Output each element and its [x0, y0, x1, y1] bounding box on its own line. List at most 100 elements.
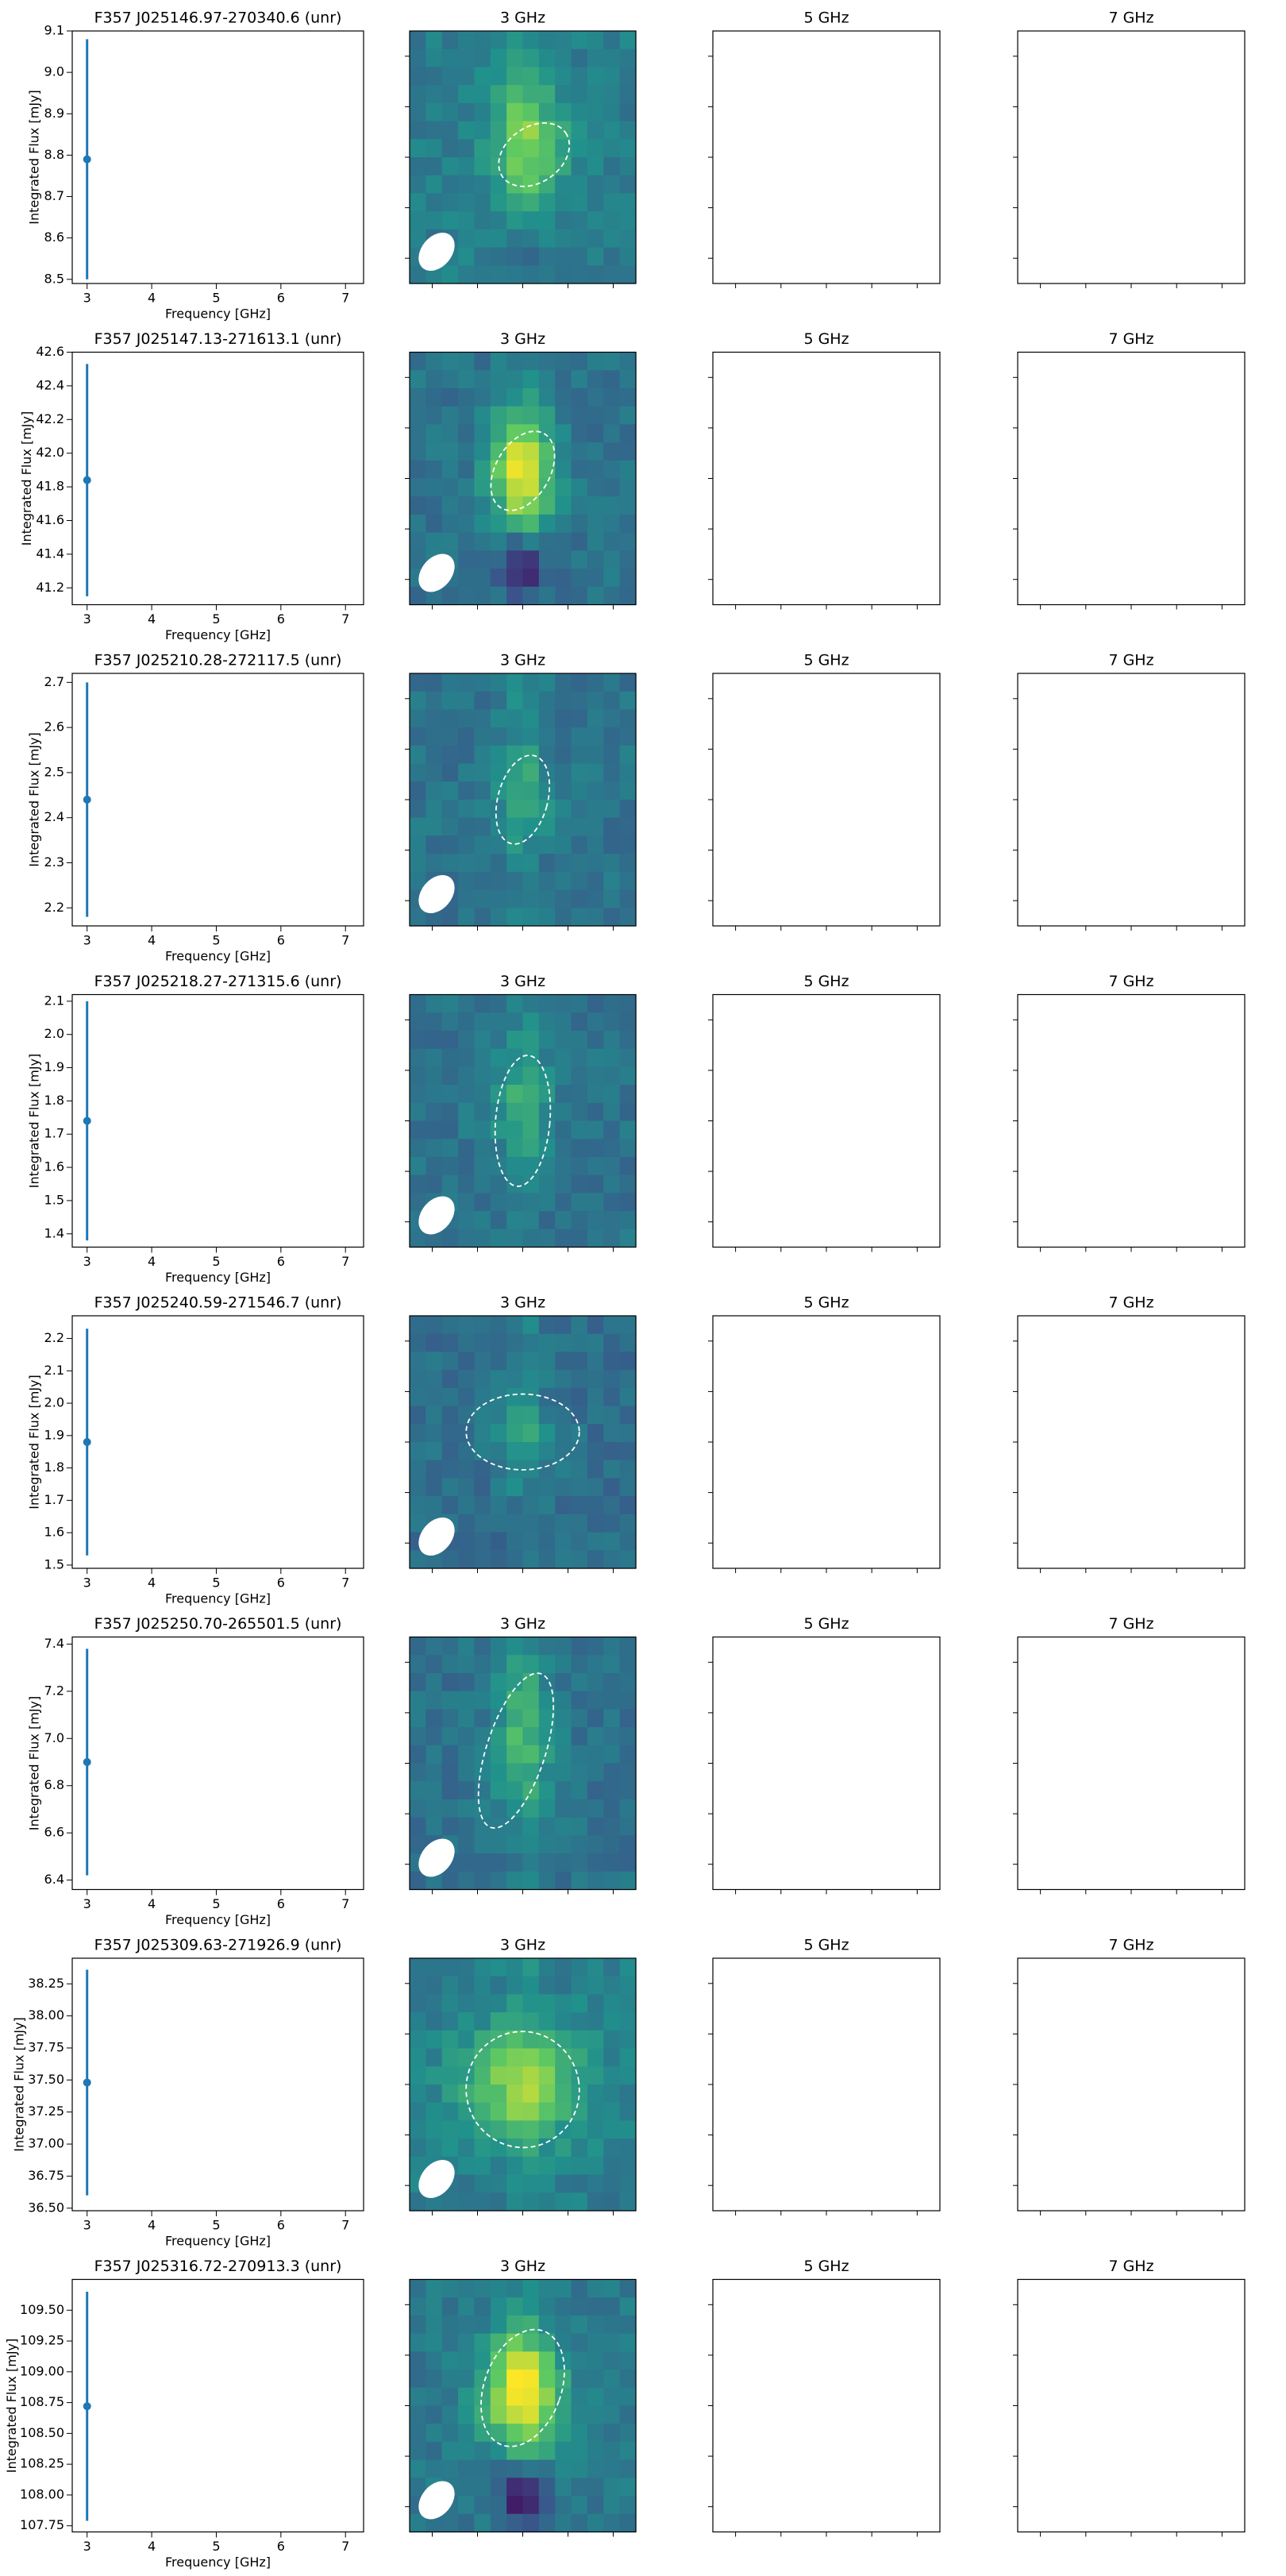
heatmap-cell	[587, 1156, 604, 1176]
heatmap-cell	[555, 1211, 572, 1230]
x-tick-label: 7	[341, 291, 349, 306]
heatmap-cell	[458, 31, 476, 50]
heatmap-cell	[425, 800, 443, 819]
heatmap-cell	[571, 2012, 588, 2031]
heatmap-cell	[538, 1139, 556, 1158]
heatmap-cell	[506, 48, 524, 68]
heatmap-cell	[490, 424, 507, 443]
heatmap-cell	[506, 2192, 524, 2212]
heatmap-cell	[441, 817, 459, 837]
heatmap-cell	[571, 1406, 588, 1425]
y-tick-label: 8.8	[44, 147, 64, 162]
heatmap-cell	[555, 745, 572, 765]
heatmap-cell	[619, 1156, 637, 1176]
heatmap-cell	[506, 1048, 524, 1067]
heatmap-cell	[506, 2012, 524, 2031]
heatmap-cell	[441, 514, 459, 534]
x-tick-label: 7	[341, 1575, 349, 1591]
heatmap-cell	[603, 1817, 621, 1836]
heatmap-cell	[410, 1387, 426, 1407]
heatmap-cell	[522, 1976, 540, 1996]
heatmap-cell	[490, 2192, 507, 2212]
heatmap-cell	[410, 442, 426, 461]
heatmap-cell	[571, 1048, 588, 1067]
heatmap-cell	[441, 2441, 459, 2461]
heatmap-cell	[490, 265, 507, 284]
heatmap-cell	[522, 121, 540, 140]
heatmap-cell	[474, 1763, 491, 1782]
x-tick-label: 6	[277, 291, 285, 306]
heatmap-cell	[603, 1406, 621, 1425]
heatmap-cell	[458, 854, 476, 873]
heatmap-cell	[506, 1174, 524, 1194]
heatmap-cell	[490, 2174, 507, 2193]
heatmap-cell	[441, 781, 459, 800]
heatmap-cell	[425, 1763, 443, 1782]
heatmap-cell	[506, 569, 524, 588]
heatmap-cell	[522, 727, 540, 746]
heatmap-cell	[506, 2138, 524, 2158]
heatmap-cell	[587, 1853, 604, 1872]
heatmap-cell	[458, 1120, 476, 1140]
heatmap-cell	[458, 1637, 476, 1656]
heatmap-cell	[522, 229, 540, 249]
heatmap-cell	[474, 1853, 491, 1872]
heatmap-cell	[603, 1709, 621, 1728]
heatmap-cell	[603, 1424, 621, 1443]
heatmap-cell	[458, 2030, 476, 2050]
heatmap-cell	[571, 406, 588, 425]
y-axis-label: Integrated Flux [mJy]	[27, 1054, 42, 1188]
panel-title: 7 GHz	[1108, 1937, 1153, 1954]
heatmap-cell	[410, 1066, 426, 1086]
heatmap-cell	[425, 2120, 443, 2139]
heatmap-cell	[458, 532, 476, 551]
heatmap-cell	[555, 800, 572, 819]
heatmap-cell	[555, 1085, 572, 1104]
x-tick-label: 7	[341, 933, 349, 948]
heatmap	[410, 31, 637, 284]
heatmap-cell	[474, 1120, 491, 1140]
heatmap-cell	[490, 370, 507, 389]
x-tick-label: 5	[212, 2218, 220, 2233]
heatmap-cell	[490, 569, 507, 588]
y-axis-label: Integrated Flux [mJy]	[12, 2017, 27, 2151]
heatmap-cell	[587, 2297, 604, 2316]
heatmap-cell	[458, 442, 476, 461]
heatmap-cell	[571, 1120, 588, 1140]
heatmap-cell	[587, 478, 604, 497]
heatmap-cell	[425, 67, 443, 86]
heatmap-cell	[410, 994, 426, 1013]
heatmap-cell	[506, 1193, 524, 1212]
heatmap-cell	[522, 2370, 540, 2389]
heatmap-cell	[571, 478, 588, 497]
heatmap-cell	[490, 1102, 507, 1122]
heatmap-cell	[474, 2513, 491, 2533]
heatmap-cell	[458, 1228, 476, 1248]
heatmap-cell	[619, 1333, 637, 1353]
heatmap-cell	[538, 817, 556, 837]
y-tick-label: 1.6	[44, 1159, 64, 1174]
heatmap-cell	[458, 406, 476, 425]
x-tick-label: 6	[277, 1896, 285, 1911]
heatmap-cell	[490, 817, 507, 837]
x-tick-label: 4	[148, 2539, 156, 2554]
heatmap-cell	[458, 1727, 476, 1746]
heatmap-cell	[555, 2441, 572, 2461]
heatmap-cell	[474, 1228, 491, 1248]
heatmap-cell	[555, 2192, 572, 2212]
heatmap-cell	[603, 2084, 621, 2104]
y-tick-label: 7.4	[44, 1636, 64, 1651]
heatmap-cell	[506, 908, 524, 927]
heatmap-cell	[538, 139, 556, 158]
heatmap-cell	[522, 2138, 540, 2158]
heatmap-cell	[522, 1871, 540, 1891]
fit-ellipse	[480, 2328, 565, 2447]
heatmap-cell	[506, 532, 524, 551]
heatmap-cell	[555, 817, 572, 837]
axes-frame	[71, 1315, 364, 1569]
heatmap-cell	[441, 2297, 459, 2316]
heatmap-cell	[522, 139, 540, 158]
heatmap-cell	[410, 1835, 426, 1854]
heatmap-cell	[555, 994, 572, 1013]
y-axis-label: Integrated Flux [mJy]	[19, 411, 34, 546]
